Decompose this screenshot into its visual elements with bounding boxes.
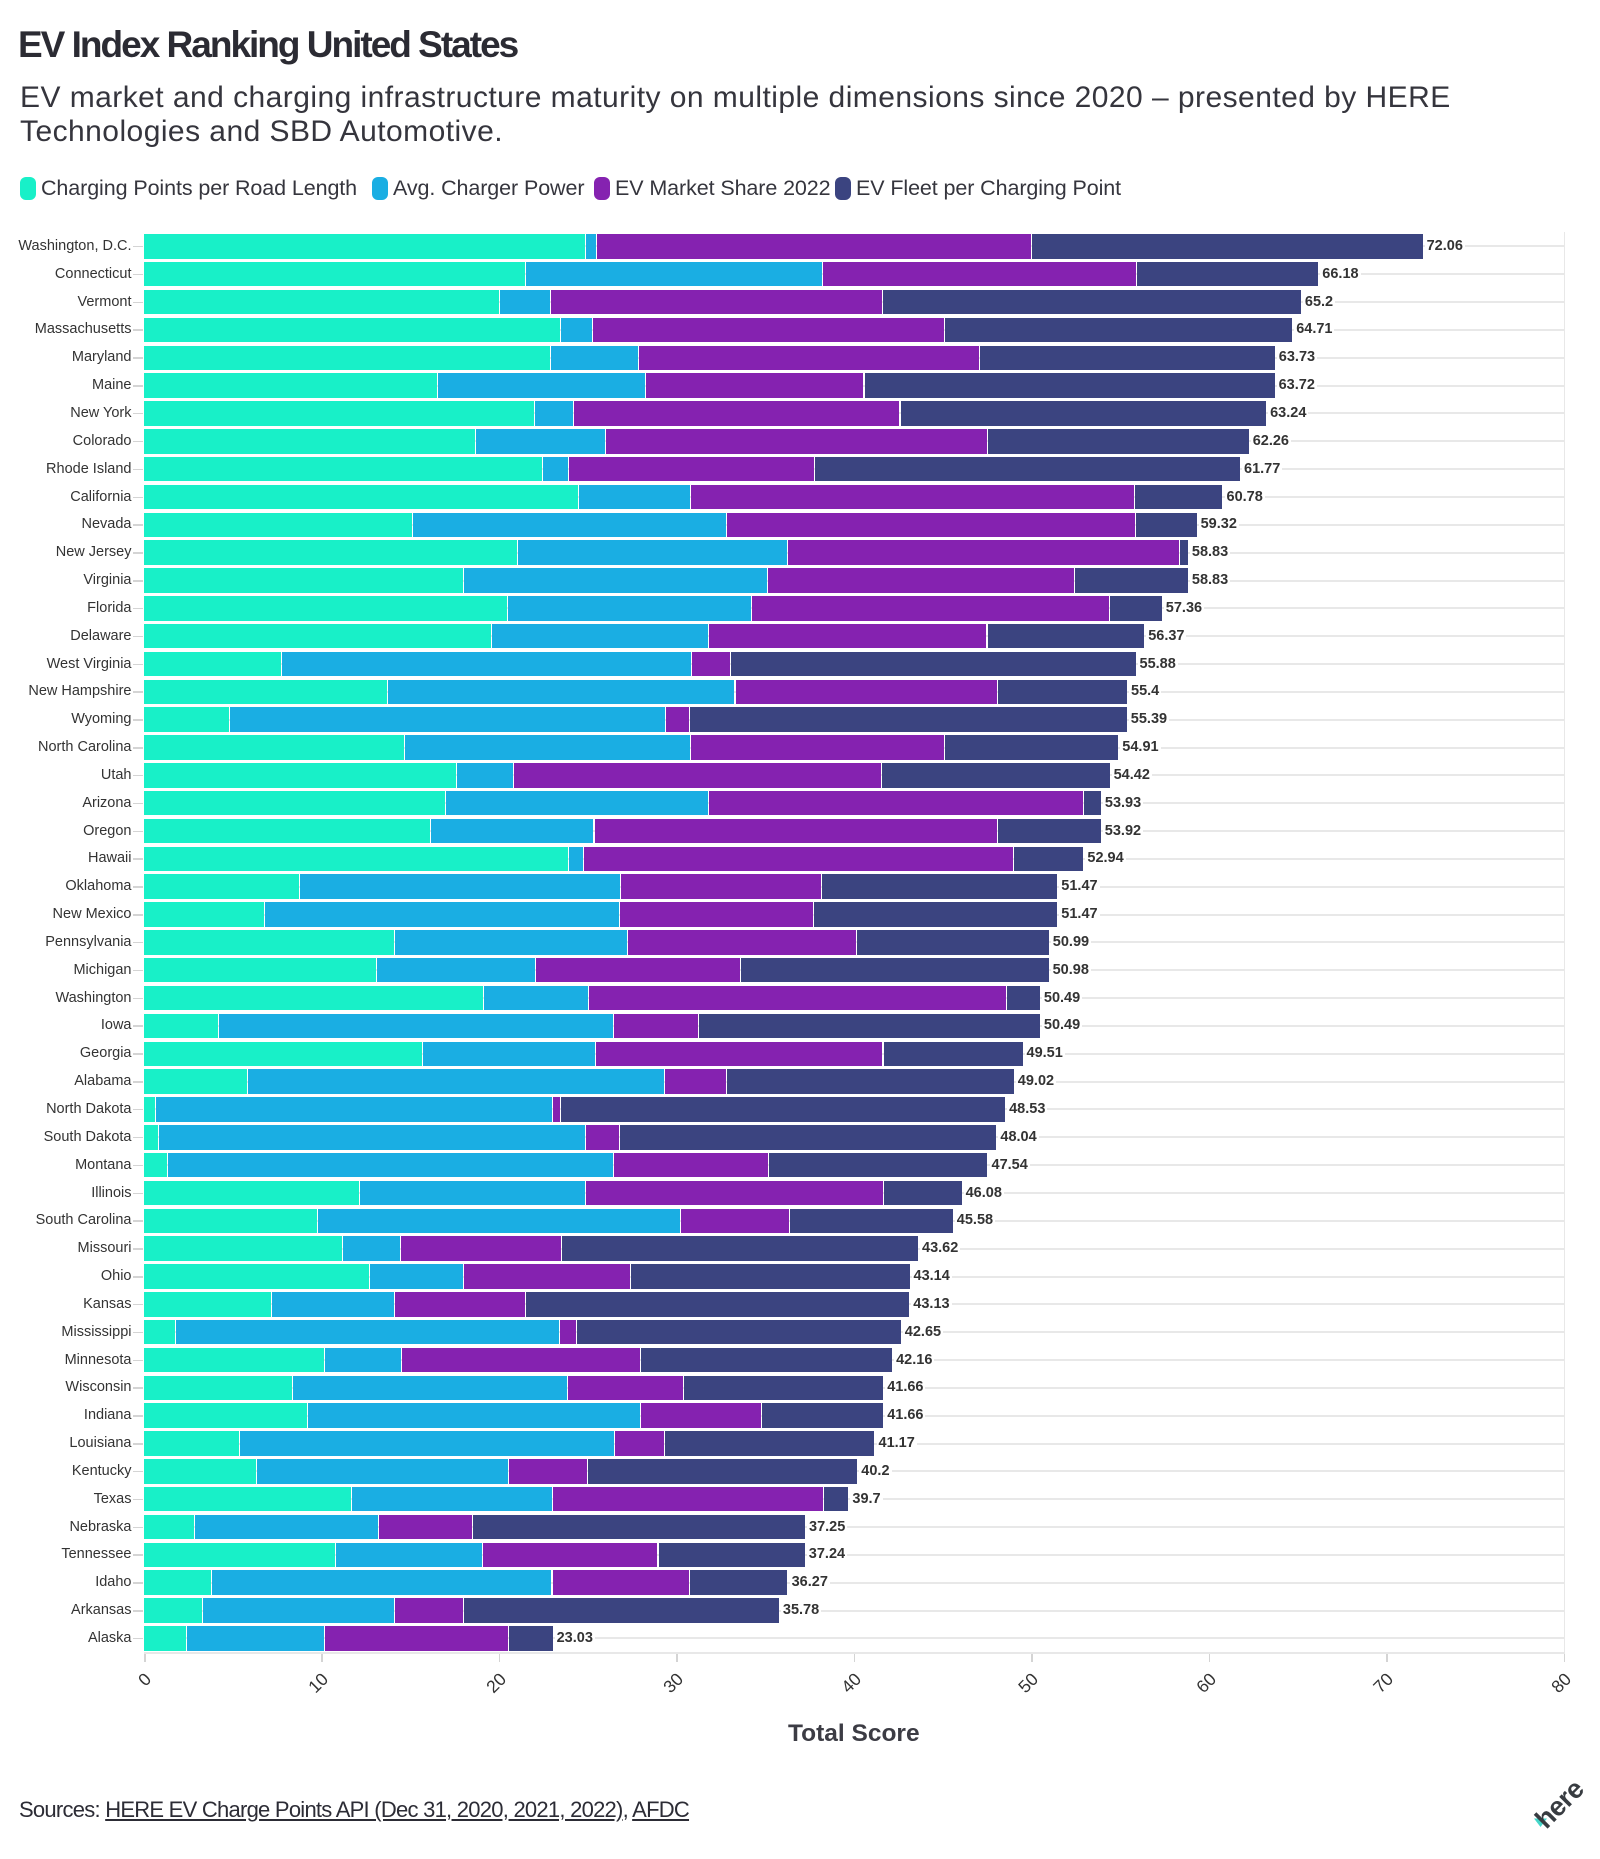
svg-text:here: here bbox=[1529, 1774, 1590, 1835]
